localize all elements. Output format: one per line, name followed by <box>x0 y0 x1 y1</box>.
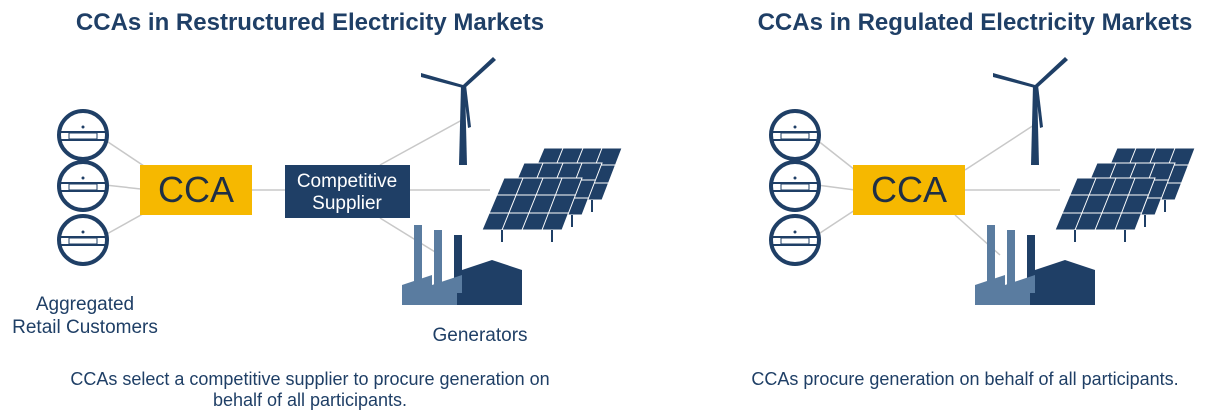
caption: behalf of all participants. <box>213 390 407 410</box>
panel-title: CCAs in Restructured Electricity Markets <box>76 9 544 36</box>
meter-icon <box>57 160 109 212</box>
meter-icon <box>769 160 821 212</box>
solar-panels <box>482 148 622 242</box>
supplier-label: Competitive <box>297 171 397 192</box>
wind-turbine <box>421 57 496 165</box>
caption: CCAs procure generation on behalf of all… <box>751 369 1178 389</box>
panel-title: CCAs in Regulated Electricity Markets <box>758 9 1193 36</box>
meter-icon <box>57 214 109 266</box>
generators-label: Generators <box>432 325 527 346</box>
cca-label: CCA <box>871 169 947 210</box>
solar-panels <box>1055 148 1195 242</box>
customers-label: Aggregated <box>36 294 134 315</box>
cca-box <box>140 165 252 215</box>
meter-icon <box>57 109 109 161</box>
wires <box>816 124 1060 256</box>
meter-icon <box>769 214 821 266</box>
customers-label: Retail Customers <box>12 317 158 338</box>
cca-label: CCA <box>158 169 234 210</box>
supplier-label: Supplier <box>312 193 382 214</box>
supplier-box <box>285 165 410 218</box>
wind-turbine <box>993 57 1068 165</box>
meter-icon <box>769 109 821 161</box>
caption: CCAs select a competitive supplier to pr… <box>70 369 549 389</box>
cca-box <box>853 165 965 215</box>
wires <box>104 119 490 256</box>
factory <box>975 225 1095 305</box>
factory <box>402 225 522 305</box>
